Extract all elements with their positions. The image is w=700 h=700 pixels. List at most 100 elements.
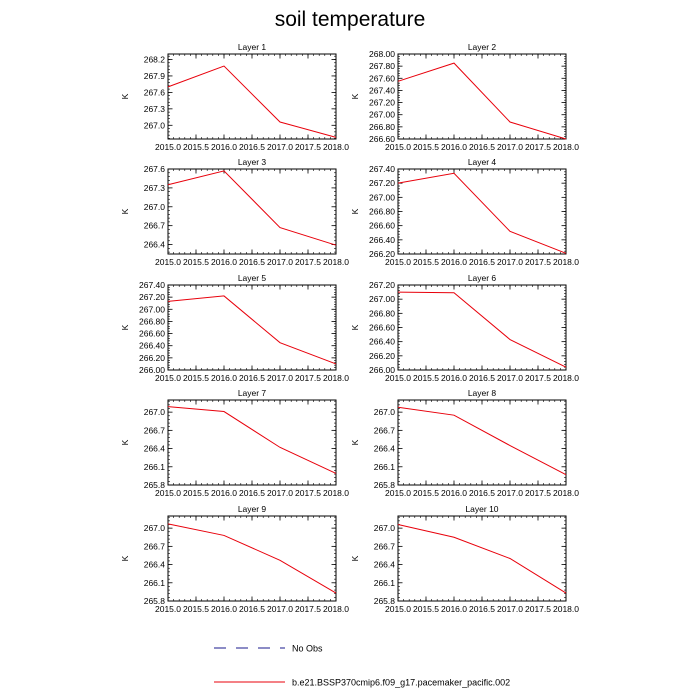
- x-tick-label: 2016.0: [211, 257, 237, 267]
- y-tick-label: 266.4: [144, 240, 166, 250]
- x-tick-label: 2018.0: [553, 604, 579, 614]
- y-tick-label: 267.60: [369, 73, 395, 83]
- x-tick-label: 2017.5: [295, 373, 321, 383]
- panel-title: Layer 2: [468, 42, 497, 52]
- plot-frame: [397, 53, 567, 140]
- y-tick-label: 267.00: [369, 294, 395, 304]
- x-tick-label: 2016.5: [239, 373, 265, 383]
- y-axis-label: K: [120, 439, 130, 445]
- y-axis-label: K: [120, 555, 130, 561]
- y-tick-label: 266.20: [139, 353, 165, 363]
- y-tick-label: 266.20: [369, 351, 395, 361]
- y-tick-label: 266.40: [369, 235, 395, 245]
- y-tick-label: 266.7: [374, 425, 396, 435]
- x-tick-label: 2015.5: [413, 604, 439, 614]
- y-tick-label: 266.80: [369, 308, 395, 318]
- y-tick-label: 266.4: [374, 444, 396, 454]
- y-tick-label: 266.20: [369, 249, 395, 259]
- x-tick-label: 2017.0: [267, 142, 293, 152]
- y-tick-label: 267.0: [144, 202, 166, 212]
- y-tick-label: 268.2: [144, 54, 166, 64]
- y-tick-label: 266.1: [374, 462, 396, 472]
- y-tick-label: 267.20: [369, 178, 395, 188]
- y-axis-label: K: [120, 208, 130, 214]
- x-tick-label: 2016.0: [211, 142, 237, 152]
- x-tick-label: 2018.0: [323, 257, 349, 267]
- x-tick-label: 2015.5: [413, 257, 439, 267]
- x-tick-label: 2017.5: [525, 373, 551, 383]
- y-tick-label: 267.00: [369, 192, 395, 202]
- series-line-1: [397, 524, 567, 594]
- y-tick-label: 267.0: [144, 407, 166, 417]
- y-tick-label: 265.8: [374, 596, 396, 606]
- y-tick-label: 267.0: [374, 523, 396, 533]
- x-tick-label: 2017.0: [497, 142, 523, 152]
- x-tick-label: 2015.5: [183, 257, 209, 267]
- y-tick-label: 266.00: [369, 365, 395, 375]
- x-tick-label: 2015.5: [413, 373, 439, 383]
- x-tick-label: 2017.5: [295, 488, 321, 498]
- y-tick-label: 267.3: [144, 104, 166, 114]
- page-title: soil temperature: [274, 8, 426, 31]
- y-tick-label: 266.4: [144, 444, 166, 454]
- y-tick-label: 266.40: [369, 337, 395, 347]
- x-tick-label: 2017.0: [267, 373, 293, 383]
- y-tick-label: 266.60: [369, 221, 395, 231]
- plot-frame: [397, 284, 567, 371]
- x-tick-label: 2018.0: [323, 142, 349, 152]
- x-tick-label: 2016.0: [211, 604, 237, 614]
- x-tick-label: 2015.5: [413, 142, 439, 152]
- x-tick-label: 2018.0: [553, 257, 579, 267]
- y-axis-label: K: [120, 93, 130, 99]
- y-tick-label: 267.9: [144, 71, 166, 81]
- y-tick-label: 267.20: [139, 292, 165, 302]
- x-tick-label: 2015.0: [155, 142, 181, 152]
- x-tick-label: 2015.0: [385, 142, 411, 152]
- y-tick-label: 267.40: [139, 280, 165, 290]
- x-tick-label: 2015.0: [155, 373, 181, 383]
- x-tick-label: 2016.0: [441, 142, 467, 152]
- series-line-1: [167, 295, 337, 365]
- x-tick-label: 2017.5: [525, 257, 551, 267]
- x-tick-label: 2016.0: [211, 373, 237, 383]
- x-tick-label: 2017.5: [295, 604, 321, 614]
- y-tick-label: 266.60: [369, 134, 395, 144]
- series-line-1: [167, 65, 337, 138]
- x-tick-label: 2016.5: [469, 142, 495, 152]
- x-tick-label: 2016.5: [239, 257, 265, 267]
- panel-title: Layer 10: [465, 504, 498, 514]
- panel-title: Layer 9: [238, 504, 267, 514]
- x-tick-label: 2017.0: [497, 257, 523, 267]
- x-tick-label: 2015.0: [385, 257, 411, 267]
- x-tick-label: 2017.5: [295, 142, 321, 152]
- y-tick-label: 267.00: [139, 304, 165, 314]
- panel-title: Layer 7: [238, 388, 267, 398]
- y-tick-label: 266.4: [144, 560, 166, 570]
- x-tick-label: 2016.0: [211, 488, 237, 498]
- x-tick-label: 2018.0: [323, 604, 349, 614]
- x-tick-label: 2015.5: [183, 604, 209, 614]
- series-line-1: [167, 170, 337, 246]
- x-tick-label: 2017.0: [267, 604, 293, 614]
- panel-title: Layer 5: [238, 273, 267, 283]
- x-tick-label: 2015.5: [413, 488, 439, 498]
- y-tick-label: 267.20: [369, 280, 395, 290]
- y-tick-label: 266.80: [139, 316, 165, 326]
- x-tick-label: 2018.0: [323, 373, 349, 383]
- y-tick-label: 267.0: [374, 407, 396, 417]
- x-tick-label: 2017.5: [525, 488, 551, 498]
- x-tick-label: 2018.0: [553, 488, 579, 498]
- y-axis-label: K: [350, 324, 360, 330]
- y-tick-label: 267.6: [144, 164, 166, 174]
- x-tick-label: 2015.5: [183, 142, 209, 152]
- plot-frame: [167, 53, 337, 140]
- y-tick-label: 265.8: [374, 480, 396, 490]
- x-tick-label: 2015.5: [183, 488, 209, 498]
- series-line-1: [397, 62, 567, 140]
